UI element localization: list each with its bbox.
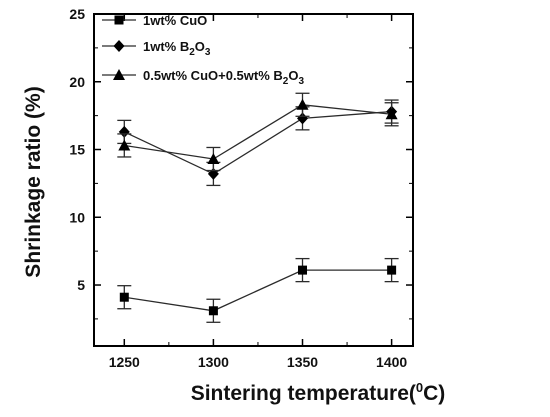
series-1: [117, 257, 399, 323]
x-tick-label: 1250: [109, 354, 140, 370]
legend-label-part: 1wt% B: [143, 39, 189, 54]
series-3: [117, 92, 399, 172]
series-line: [124, 269, 392, 312]
x-axis-label-unit: C): [423, 382, 445, 405]
x-tick-label: 1400: [376, 354, 407, 370]
series-2: [117, 99, 399, 187]
data-point: [385, 108, 398, 120]
x-axis: 1250 1300 1350 1400: [109, 14, 407, 370]
legend-label-subscript: 2: [283, 76, 289, 87]
plot-border: [93, 13, 414, 347]
data-point: [207, 152, 220, 164]
legend-label-subscript: 2: [189, 47, 195, 58]
legend-label-subscript: 3: [298, 76, 304, 87]
data-point: [298, 265, 308, 275]
legend-label: 1wt% B2O3: [143, 39, 211, 58]
series-line: [124, 104, 392, 160]
data-point: [296, 98, 309, 110]
data-point: [387, 265, 397, 275]
y-axis-label: Shrinkage ratio (%): [22, 86, 45, 277]
x-axis-label: Sintering temperature(0C): [191, 380, 446, 405]
y-tick-label: 20: [69, 74, 85, 90]
legend-label-part: O: [288, 68, 298, 83]
y-tick-label: 25: [69, 6, 85, 22]
legend-marker: [113, 40, 125, 52]
x-axis-label-superscript: 0: [416, 380, 423, 395]
data-point: [208, 306, 218, 316]
legend-label-part: O: [195, 39, 205, 54]
y-tick-label: 5: [77, 277, 85, 293]
legend-marker: [114, 15, 124, 25]
legend-label: 0.5wt% CuO+0.5wt% B2O3: [143, 68, 304, 87]
x-tick-label: 1300: [198, 354, 229, 370]
plot-frame: [93, 13, 414, 347]
data-point: [119, 292, 129, 302]
x-tick-label: 1350: [287, 354, 318, 370]
series-layer: [117, 92, 399, 323]
data-point: [118, 125, 130, 138]
data-point: [297, 112, 309, 125]
y-tick-label: 10: [69, 209, 85, 225]
legend-label-part: 1wt% CuO: [143, 13, 207, 28]
y-axis: 5 10 15 20 25: [69, 6, 413, 320]
legend-label-subscript: 3: [205, 47, 211, 58]
data-point: [118, 139, 131, 151]
series-line: [124, 110, 392, 175]
legend-label: 1wt% CuO: [143, 13, 207, 28]
legend-marker: [113, 69, 125, 80]
x-axis-label-main: Sintering temperature(: [191, 382, 416, 405]
legend-label-part: 0.5wt% CuO+0.5wt% B: [143, 68, 283, 83]
y-tick-label: 15: [69, 142, 85, 158]
